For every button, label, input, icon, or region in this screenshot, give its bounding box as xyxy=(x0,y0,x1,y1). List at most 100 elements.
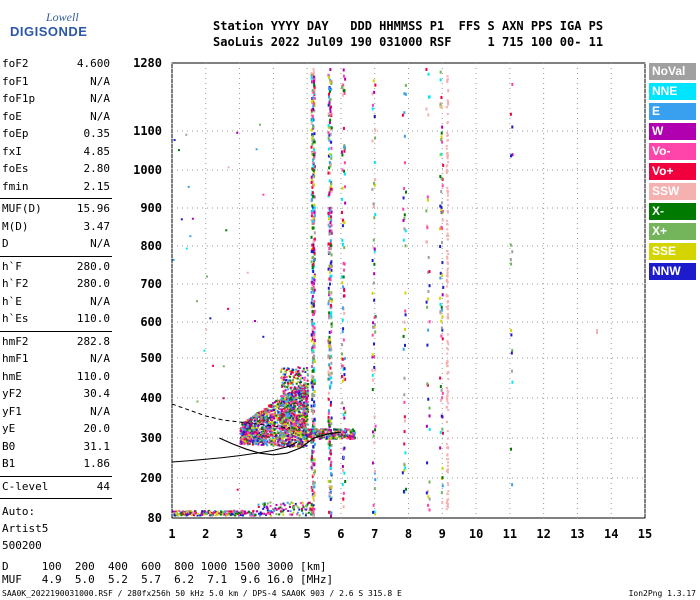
echo-point xyxy=(272,402,275,405)
echo-point xyxy=(306,406,309,409)
grid-dot-h xyxy=(597,169,598,171)
grid-dot-v xyxy=(239,248,241,249)
grid-dot-v xyxy=(408,513,409,514)
echo-point xyxy=(269,425,272,428)
grid-dot-v xyxy=(205,108,207,109)
echo-point xyxy=(265,442,268,445)
grid-dot-h xyxy=(182,169,183,171)
grid-dot-h xyxy=(187,477,188,479)
echo-point xyxy=(248,441,251,444)
echo-point xyxy=(286,386,289,389)
grid-dot-v xyxy=(171,298,173,299)
echo-point xyxy=(301,413,304,416)
grid-dot-v xyxy=(509,363,511,364)
grid-dot-h xyxy=(602,245,603,247)
echo-point xyxy=(278,513,281,516)
grid-dot-h xyxy=(632,207,633,209)
echo-point xyxy=(300,426,303,429)
echo-point xyxy=(265,425,268,428)
grid-dot-v xyxy=(239,198,241,199)
echo-point xyxy=(293,409,296,412)
echo-point xyxy=(303,397,306,400)
grid-dot-v xyxy=(171,223,173,224)
echo-point xyxy=(288,416,291,419)
echo-point xyxy=(294,400,297,403)
grid-dot-v xyxy=(543,268,545,269)
echo-point xyxy=(288,413,291,416)
grid-dot-v xyxy=(408,223,409,224)
grid-dot-v xyxy=(408,98,409,99)
grid-dot-h xyxy=(402,437,403,439)
grid-dot-v xyxy=(239,443,241,444)
echo-point xyxy=(286,501,289,504)
grid-dot-h xyxy=(607,130,608,132)
grid-dot-v xyxy=(408,253,409,254)
grid-dot-v xyxy=(205,478,207,479)
grid-dot-v xyxy=(205,448,207,449)
grid-dot-v xyxy=(408,183,409,184)
grid-dot-h xyxy=(187,130,188,132)
grid-dot-h xyxy=(197,283,198,285)
grid-dot-v xyxy=(441,318,443,319)
grid-dot-h xyxy=(382,357,383,359)
grid-dot-h xyxy=(292,245,293,247)
echo-point xyxy=(340,429,343,432)
echo-point xyxy=(312,262,315,266)
grid-dot-v xyxy=(239,293,241,294)
grid-dot-h xyxy=(397,397,398,399)
grid-dot-v xyxy=(441,408,443,409)
grid-dot-v xyxy=(509,323,511,324)
grid-dot-v xyxy=(543,423,545,424)
grid-dot-h xyxy=(332,397,333,399)
echo-point xyxy=(311,309,314,313)
echo-point xyxy=(310,193,313,197)
grid-dot-v xyxy=(576,503,578,504)
echo-point xyxy=(246,425,249,428)
grid-dot-h xyxy=(567,207,568,209)
grid-dot-h xyxy=(177,283,178,285)
grid-dot-v xyxy=(475,238,477,239)
echo-point xyxy=(311,452,314,456)
grid-dot-h xyxy=(617,397,618,399)
param-name: h`F2 xyxy=(2,277,29,290)
grid-dot-v xyxy=(205,463,207,464)
echo-point xyxy=(298,433,301,436)
grid-dot-v xyxy=(408,83,409,84)
grid-dot-h xyxy=(217,477,218,479)
echo-point xyxy=(244,421,247,424)
grid-dot-h xyxy=(267,357,268,359)
grid-dot-v xyxy=(543,388,545,389)
grid-dot-v xyxy=(239,163,241,164)
grid-dot-v xyxy=(374,148,376,149)
grid-dot-h xyxy=(197,437,198,439)
echo-point xyxy=(277,440,280,443)
grid-dot-h xyxy=(387,130,388,132)
grid-dot-v xyxy=(306,233,308,234)
grid-dot-h xyxy=(252,245,253,247)
echo-point xyxy=(297,366,300,369)
grid-dot-v xyxy=(205,153,207,154)
grid-dot-h xyxy=(622,245,623,247)
grid-dot-v xyxy=(306,303,308,304)
grid-dot-h xyxy=(577,397,578,399)
grid-dot-v xyxy=(408,413,409,414)
echo-point xyxy=(290,431,293,434)
grid-dot-h xyxy=(177,169,178,171)
grid-dot-v xyxy=(543,303,545,304)
echo-point xyxy=(286,433,289,436)
echo-point xyxy=(285,405,288,408)
grid-dot-h xyxy=(362,397,363,399)
grid-dot-h xyxy=(287,283,288,285)
grid-dot-h xyxy=(577,357,578,359)
grid-dot-h xyxy=(352,357,353,359)
grid-dot-v xyxy=(475,228,477,229)
echo-point xyxy=(306,373,309,376)
grid-dot-h xyxy=(332,130,333,132)
grid-dot-h xyxy=(397,321,398,323)
grid-dot-v xyxy=(475,278,477,279)
grid-dot-v xyxy=(475,108,477,109)
grid-dot-v xyxy=(543,333,545,334)
grid-dot-h xyxy=(302,130,303,132)
grid-dot-v xyxy=(509,478,511,479)
grid-dot-v xyxy=(543,393,545,394)
